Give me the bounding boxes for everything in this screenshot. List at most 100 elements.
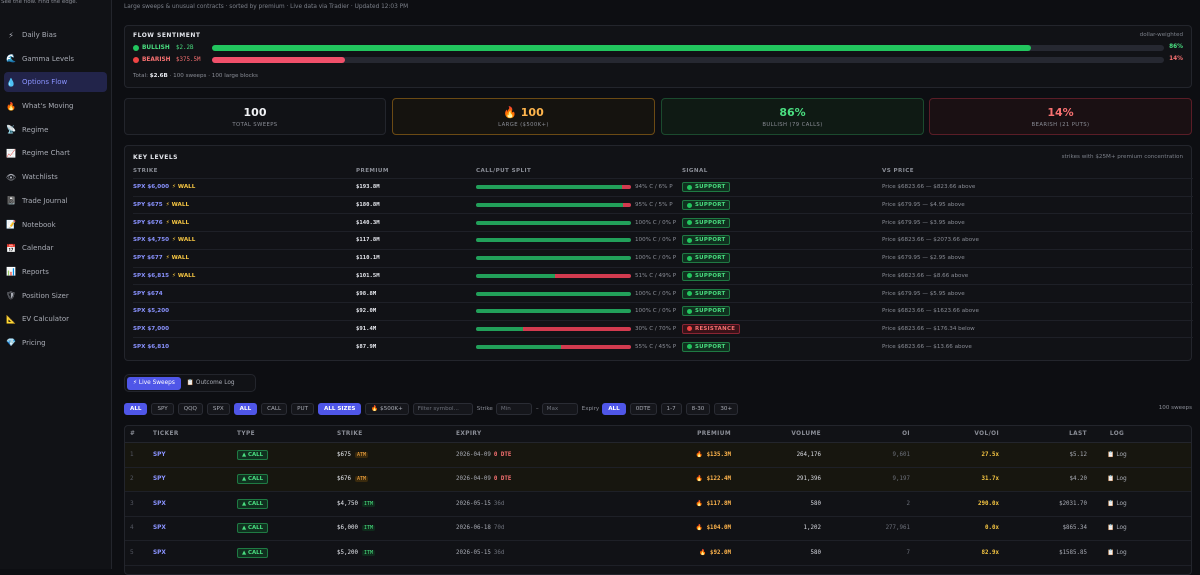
strike-min-input[interactable]: Min	[495, 402, 532, 415]
sidebar-item-label: Gamma Levels	[22, 54, 74, 63]
sidebar-item-regime[interactable]: 📡 Regime	[4, 120, 107, 140]
key-levels-header: STRIKE PREMIUM CALL/PUT SPLIT SIGNAL VS …	[133, 168, 1193, 174]
tab-outcome-log[interactable]: 📋 Outcome Log	[186, 380, 235, 386]
log-button[interactable]: 📋 Log	[1107, 451, 1127, 458]
filter-ticker-spy[interactable]: SPY	[151, 402, 174, 415]
signal-label: SUPPORT	[695, 255, 726, 262]
split-text: 100% C / 0% P	[635, 290, 677, 297]
log-button[interactable]: 📋 Log	[1107, 525, 1127, 532]
filter-ticker-all[interactable]: ALL	[124, 402, 148, 415]
filter-expiry-0dte[interactable]: 0DTE	[629, 402, 657, 415]
sweep-open-interest: 7	[906, 549, 911, 556]
key-level-vs-price: Price $679.95 — $4.95 above	[882, 202, 965, 209]
lightning-icon: ⚡	[171, 184, 176, 191]
notebook-icon: 📝	[6, 220, 16, 229]
key-level-strike: SPY $677 ⚡ WALL	[133, 255, 356, 261]
sidebar-item-regime-chart[interactable]: 📈 Regime Chart	[4, 143, 107, 163]
green-dot-icon	[687, 220, 692, 226]
sweep-type: ▲ CALL	[237, 474, 337, 485]
sweep-ticker[interactable]: SPY	[153, 476, 166, 483]
sweep-ticker[interactable]: SPX	[153, 549, 166, 556]
sidebar-item-trade-journal[interactable]: 📓 Trade Journal	[4, 191, 107, 211]
sweep-ticker[interactable]: SPY	[153, 451, 166, 458]
sweep-row[interactable]: 1 SPY ▲ CALL $675 ATM 2026-04-09 0 DTE 🔥 $135.3…	[125, 443, 1191, 468]
sweep-strike: $676 ATM	[337, 476, 456, 483]
tab-live-sweeps[interactable]: ⚡ Live Sweeps	[127, 376, 181, 390]
filter-type-put[interactable]: PUT	[291, 402, 314, 415]
col-type-header[interactable]: TYPE	[237, 431, 255, 437]
col-vs-price-header: VS PRICE	[882, 168, 914, 174]
col-vol-oi-header[interactable]: VOL/OI	[974, 431, 999, 437]
col-last-header[interactable]: LAST	[1069, 431, 1087, 437]
symbol-filter-input[interactable]: Filter symbol...	[412, 402, 473, 415]
filter-expiry-8-30[interactable]: 8-30	[685, 402, 711, 415]
sidebar-item-pricing[interactable]: 💎 Pricing	[4, 333, 107, 353]
sidebar-nav: ⚡ Daily Bias 🌊 Gamma Levels 💧 Options Flow 🔥 Wh…	[0, 25, 111, 353]
sweep-volume: 580	[810, 549, 821, 556]
log-button[interactable]: 📋 Log	[1107, 549, 1127, 556]
log-button[interactable]: 📋 Log	[1107, 500, 1127, 507]
sidebar-item-ev-calculator[interactable]: 📐 EV Calculator	[4, 309, 107, 329]
sweep-ticker[interactable]: SPX	[153, 500, 166, 507]
log-button[interactable]: 📋 Log	[1107, 476, 1127, 483]
sweep-ticker[interactable]: SPX	[153, 525, 166, 532]
sidebar-item-options-flow[interactable]: 💧 Options Flow	[4, 72, 107, 93]
col-index-header: #	[130, 431, 136, 437]
sidebar-item-label: Regime	[22, 125, 49, 134]
split-text: 100% C / 0% P	[635, 308, 677, 315]
col-expiry-header[interactable]: EXPIRY	[456, 431, 482, 437]
sidebar-item-watchlists[interactable]: 👁 Watchlists	[4, 167, 107, 187]
strike-max-input[interactable]: Max	[541, 402, 578, 415]
key-levels-card: KEY LEVELS strikes with $25M+ premium co…	[124, 145, 1193, 361]
sweep-row[interactable]: 4 SPX ▲ CALL $6,000 ITM 2026-06-18 70d 🔥 $104.0…	[125, 517, 1191, 541]
days-to-expiry: 0 DTE	[493, 451, 512, 458]
col-strike-header[interactable]: STRIKE	[337, 431, 363, 437]
sweep-row[interactable]: 3 SPX ▲ CALL $4,750 ITM 2026-05-15 36d 🔥 $117.8…	[125, 492, 1191, 517]
moneyness-tag: ATM	[354, 451, 368, 458]
filter-expiry-30plus[interactable]: 30+	[714, 402, 739, 415]
col-premium-header[interactable]: PREMIUM	[697, 431, 731, 437]
flow-sentiment-note: dollar-weighted	[1139, 32, 1183, 38]
filter-expiry-1-7[interactable]: 1-7	[660, 402, 682, 415]
sidebar-item-label: What's Moving	[22, 102, 74, 111]
stat-bearish: 14% BEARISH (21 PUTS)	[929, 98, 1192, 135]
stat-large-label: LARGE ($500K+)	[498, 122, 549, 128]
support-badge: SUPPORT	[682, 306, 731, 317]
filter-ticker-spx[interactable]: SPX	[206, 402, 230, 415]
col-volume-header[interactable]: VOLUME	[791, 431, 821, 437]
wall-label: WALL	[177, 237, 196, 244]
sidebar-item-label: Notebook	[22, 220, 56, 229]
signal-label: SUPPORT	[695, 219, 726, 226]
call-badge: ▲ CALL	[237, 523, 269, 534]
sidebar-item-daily-bias[interactable]: ⚡ Daily Bias	[4, 25, 107, 45]
call-put-split: 100% C / 0% P	[476, 308, 682, 314]
key-level-strike: SPX $6,815 ⚡ WALL	[133, 273, 356, 279]
sidebar-item-what-s-moving[interactable]: 🔥 What's Moving	[4, 96, 107, 116]
sidebar-item-reports[interactable]: 📊 Reports	[4, 262, 107, 282]
filter-type-all[interactable]: ALL	[233, 402, 258, 415]
col-oi-header[interactable]: OI	[902, 431, 910, 437]
sweep-row[interactable]: 5 SPX ▲ CALL $5,200 ITM 2026-05-15 36d 🔥 $92.0M…	[125, 541, 1191, 566]
expiry-date: 2026-06-18	[456, 525, 491, 532]
stat-bearish-value: 14%	[1047, 106, 1074, 119]
lightning-icon: ⚡	[165, 202, 170, 209]
filter-expiry-all[interactable]: ALL	[602, 402, 626, 415]
sidebar-item-calendar[interactable]: 📅 Calendar	[4, 238, 107, 258]
sidebar-item-gamma-levels[interactable]: 🌊 Gamma Levels	[4, 49, 107, 69]
moneyness-tag: ITM	[361, 525, 375, 532]
col-log-header: LOG	[1109, 431, 1125, 437]
droplet-icon: 💧	[6, 77, 16, 87]
filter-size-500k[interactable]: 🔥 $500K+	[365, 402, 409, 415]
key-level-premium: $91.4M	[356, 325, 377, 332]
sidebar-item-position-sizer[interactable]: 🛡 Position Sizer	[4, 286, 107, 306]
sweep-row[interactable]: 2 SPY ▲ CALL $676 ATM 2026-04-09 0 DTE 🔥 $122.4…	[125, 467, 1191, 492]
filter-type-call[interactable]: CALL	[261, 402, 288, 415]
key-level-signal: SUPPORT	[682, 270, 882, 281]
filter-size-all[interactable]: ALL SIZES	[318, 402, 362, 415]
moneyness-tag: ATM	[354, 476, 368, 483]
call-put-split: 94% C / 6% P	[476, 184, 682, 190]
filter-ticker-qqq[interactable]: QQQ	[177, 402, 203, 415]
col-ticker-header[interactable]: TICKER	[153, 431, 179, 437]
split-bar-call	[476, 273, 556, 278]
sidebar-item-notebook[interactable]: 📝 Notebook	[4, 215, 107, 235]
